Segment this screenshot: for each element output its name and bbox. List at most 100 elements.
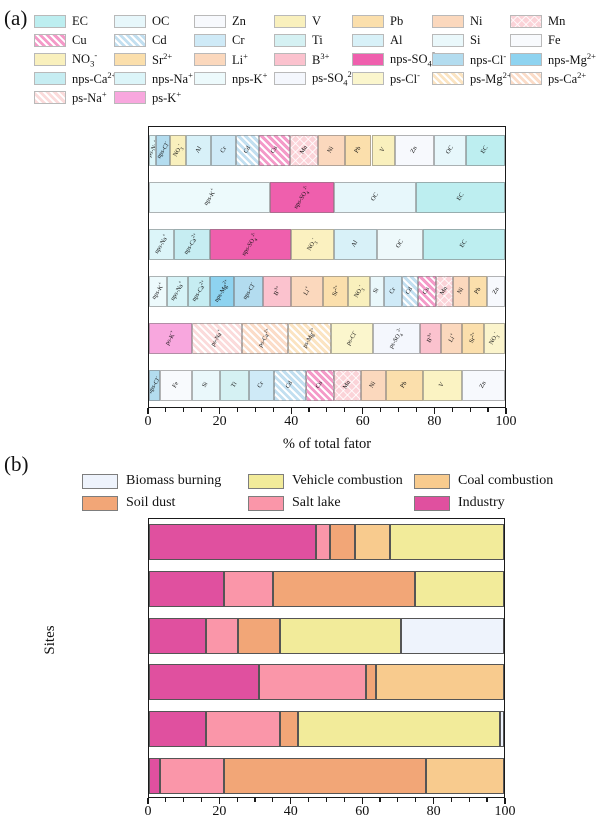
bar-segment-nps-k-: nps-K+ — [149, 276, 167, 307]
bar-row — [149, 757, 504, 794]
bar-segment-zn: Zn — [487, 276, 505, 307]
bar-segment-soil-dust — [237, 617, 281, 654]
chart-panel-a-plot: nps-Na+ nps-Cl- NO3- Al Cr Cd Cu Mn Ni Pb V Zn OC EC n… — [148, 126, 506, 408]
xtick — [290, 798, 292, 804]
bar-segment-ps-cl-: ps-Cl- — [330, 323, 374, 354]
bar-segment-mn: Mn — [334, 370, 361, 401]
legend-swatch — [114, 53, 146, 66]
legend-swatch — [432, 34, 464, 47]
legend-swatch — [510, 34, 542, 47]
bar-segment-nps-ca2-: nps-Ca2+ — [173, 229, 210, 260]
bar-segment-label: Cd — [242, 145, 253, 156]
bar-segment-label: nps-Cl- — [241, 281, 256, 302]
xtick — [433, 408, 436, 414]
bar-segment-label: NO3- — [352, 282, 366, 299]
bar-segment-label: Pb — [352, 145, 363, 155]
bar-segment-label: nps-Mg2+ — [212, 278, 230, 304]
bar-segment-ec: EC — [465, 135, 505, 166]
legend-row: Cu Cd Cr Ti Al Si Fe — [34, 31, 594, 50]
xtick — [290, 408, 292, 414]
xtick — [504, 798, 506, 804]
bar-segment-ps-mg2-: ps-Mg2+ — [287, 323, 331, 354]
bar-segment-label: OC — [444, 144, 455, 156]
bar-segment-cd: Cd — [273, 370, 306, 401]
legend-item-fe: Fe — [510, 34, 590, 47]
xtick — [380, 408, 382, 412]
bar-segment-label: B3+ — [425, 331, 434, 345]
xtick-label: 80 — [427, 414, 442, 429]
xtick-label: 0 — [144, 414, 152, 429]
xtick — [325, 798, 327, 802]
legend-item-mn: Mn — [510, 15, 590, 28]
xtick — [326, 408, 328, 412]
xtick — [201, 408, 203, 412]
legend-label: Li+ — [232, 51, 248, 68]
legend-item-ps-k-: ps-K+ — [114, 90, 194, 105]
bar-segment-cr: Cr — [211, 135, 237, 166]
legend-swatch — [352, 15, 384, 28]
bar-segment-cu: Cu — [259, 135, 290, 166]
legend-label: Cr — [232, 33, 245, 48]
legend-item-oc: OC — [114, 15, 194, 28]
xtick — [468, 798, 470, 802]
legend-swatch — [82, 473, 118, 489]
bar-segment-soil-dust — [330, 524, 355, 561]
bar-row: nps-Na+ nps-Ca2+ nps-SO42- NO3- Al OC EC — [149, 229, 505, 260]
legend-item-nps-na-: nps-Na+ — [114, 71, 194, 86]
bar-segment-label: Cr — [218, 145, 228, 155]
bar-row: ps-K+ ps-Na+ ps-Ca2+ ps-Mg2+ ps-Cl-ps-SO42- B… — [149, 323, 505, 354]
bar-segment-nps-so42-: nps-SO42- — [270, 182, 335, 213]
xtick — [218, 408, 221, 414]
legend-swatch — [274, 53, 306, 66]
legend-label: NO3- — [72, 49, 98, 69]
legend-swatch — [82, 495, 118, 511]
legend-swatch — [194, 72, 226, 85]
xtick — [379, 798, 381, 802]
bar-segment-fe: Fe — [159, 370, 192, 401]
legend-swatch — [432, 15, 464, 28]
bar-segment-si: Si — [369, 276, 384, 307]
legend-label: ps-Na+ — [72, 89, 107, 106]
bar-segment-pb: Pb — [469, 276, 488, 307]
legend-item-ps-na-: ps-Na+ — [34, 90, 114, 105]
legend-row: EC OC Zn V Pb Ni Mn — [34, 12, 594, 31]
xtick — [361, 798, 363, 804]
xtick — [218, 798, 221, 804]
xtick — [486, 798, 488, 802]
bar-segment-sr2-: Sr2+ — [462, 323, 484, 354]
bar-segment-b3-: B3+ — [262, 276, 292, 307]
bar-segment-industry — [149, 571, 224, 607]
xtick — [147, 798, 149, 804]
bar-segment-al: Al — [186, 135, 212, 166]
bar-segment-nps-k-: nps-K+ — [149, 182, 271, 213]
bar-segment-coal-combustion — [425, 757, 504, 794]
xtick — [236, 408, 238, 412]
legend-swatch — [194, 53, 226, 66]
bar-segment-no3-: NO3- — [291, 229, 335, 260]
legend-swatch — [274, 34, 306, 47]
bar-segment-b3-: B3+ — [419, 323, 441, 354]
legend-swatch — [248, 495, 284, 511]
bar-row: nps-Cl- Fe Si Ti Cr Cd Cu Mn Ni Pb V Zn — [149, 370, 505, 401]
legend-label: Biomass burning — [126, 473, 222, 488]
legend-label: Cd — [152, 33, 167, 48]
bar-segment-label: Zn — [408, 145, 419, 155]
xtick — [451, 408, 453, 412]
legend-label: Coal combustion — [458, 473, 554, 488]
bar-segment-label: nps-Cl- — [156, 140, 171, 161]
bar-segment-label: nps-Ca2+ — [183, 232, 199, 257]
bar-segment-label: Cd — [404, 286, 415, 297]
legend-swatch — [414, 495, 450, 511]
legend-swatch — [432, 53, 464, 66]
bar-segment-label: Mn — [298, 144, 309, 156]
bar-segment-label: Cd — [284, 380, 294, 391]
bar-segment-coal-combustion — [376, 664, 504, 701]
legend-label: ps-Mg2+ — [470, 70, 512, 87]
legend-swatch — [194, 34, 226, 47]
legend-swatch — [114, 91, 146, 104]
bar-segment-salt-lake — [205, 711, 281, 747]
bar-segment-si: Si — [191, 370, 221, 401]
legend-swatch — [114, 72, 146, 85]
legend-label: OC — [152, 14, 170, 29]
bar-segment-label: nps-Na+ — [153, 233, 169, 256]
